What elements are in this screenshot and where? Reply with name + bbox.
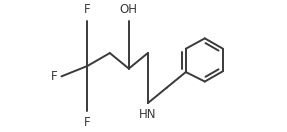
Text: F: F <box>84 116 91 129</box>
Text: F: F <box>51 70 58 83</box>
Text: OH: OH <box>120 3 138 16</box>
Text: F: F <box>84 3 91 16</box>
Text: HN: HN <box>139 108 157 121</box>
